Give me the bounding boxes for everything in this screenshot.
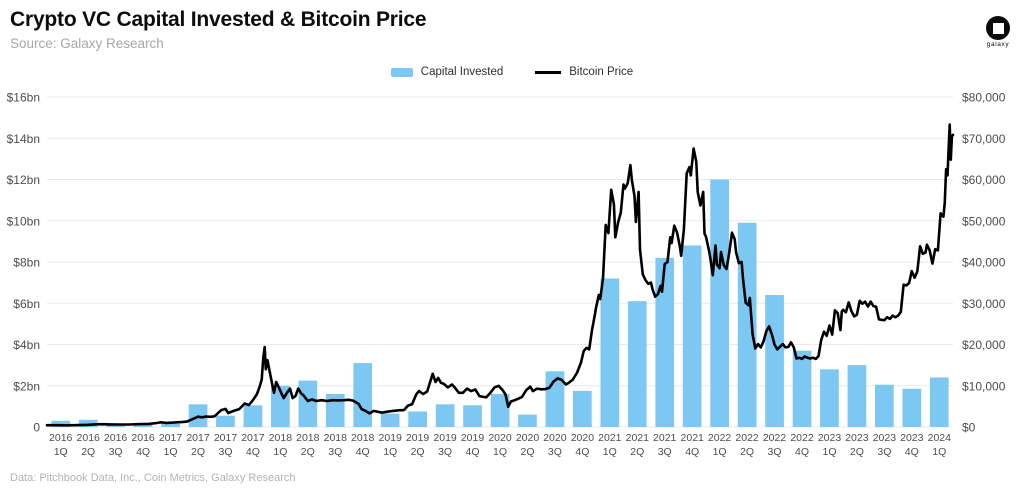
- left-axis-tick: 0: [33, 421, 40, 435]
- x-axis-tick: 2019 2Q: [406, 432, 430, 458]
- capital-invested-bar: [902, 388, 922, 427]
- source-label: Source: Galaxy Research: [10, 36, 164, 51]
- right-axis-tick: $50,000: [962, 214, 1006, 228]
- x-axis-tick: 2021 3Q: [653, 432, 677, 458]
- capital-invested-bar: [820, 369, 839, 427]
- capital-invested-swatch-icon: [390, 67, 413, 77]
- capital-invested-bar: [847, 365, 867, 427]
- capital-invested-bar: [655, 257, 675, 427]
- capital-invested-bar: [161, 423, 180, 427]
- left-axis-tick: $8bn: [13, 256, 40, 270]
- capital-invested-bar: [353, 363, 373, 427]
- x-axis-tick: 2016 3Q: [104, 432, 128, 458]
- page-title: Crypto VC Capital Invested & Bitcoin Pri…: [10, 8, 427, 31]
- chart-legend: Capital Invested Bitcoin Price: [0, 66, 1024, 78]
- capital-invested-bar: [600, 278, 620, 427]
- x-axis-tick: 2018 1Q: [269, 432, 293, 458]
- left-axis-tick: $2bn: [13, 379, 40, 393]
- capital-invested-bar: [573, 390, 592, 427]
- x-axis-tick: 2016 1Q: [49, 432, 73, 458]
- x-axis-tick: 2020 1Q: [488, 432, 512, 458]
- x-axis-tick: 2018 2Q: [296, 432, 320, 458]
- capital-invested-bar: [792, 350, 812, 427]
- x-axis-tick: 2020 3Q: [543, 432, 567, 458]
- x-axis-tick: 2022 1Q: [708, 432, 732, 458]
- legend-label-capital-invested: Capital Invested: [420, 66, 504, 78]
- x-axis-tick: 2021 4Q: [681, 432, 705, 458]
- capital-invested-bar: [737, 222, 757, 427]
- right-axis-tick: $30,000: [962, 297, 1006, 311]
- capital-invested-bar: [765, 295, 784, 427]
- x-axis-tick: 2017 1Q: [159, 432, 183, 458]
- capital-invested-bar: [78, 419, 98, 427]
- capital-invested-bar: [435, 404, 455, 427]
- capital-invested-bar: [490, 394, 510, 427]
- capital-invested-bar: [216, 415, 235, 427]
- x-axis-tick: 2018 3Q: [324, 432, 348, 458]
- x-axis-tick: 2022 2Q: [735, 432, 759, 458]
- x-axis-tick: 2017 3Q: [214, 432, 238, 458]
- x-axis-tick: 2021 2Q: [626, 432, 650, 458]
- capital-invested-bar: [875, 384, 894, 427]
- galaxy-logo-text: galaxy: [986, 41, 1010, 48]
- left-axis-tick: $4bn: [13, 338, 40, 352]
- x-axis-tick: 2021 1Q: [598, 432, 622, 458]
- left-axis-tick: $10bn: [7, 214, 40, 228]
- capital-invested-bar: [518, 414, 537, 427]
- left-axis-tick: $16bn: [7, 91, 40, 105]
- capital-invested-bar: [133, 424, 153, 427]
- capital-invested-bar: [325, 394, 345, 427]
- capital-invested-bar: [710, 179, 729, 427]
- x-axis-tick: 2019 4Q: [461, 432, 485, 458]
- galaxy-logo-icon: [986, 16, 1010, 40]
- x-axis-tick: 2024 1Q: [928, 432, 952, 458]
- x-axis-tick: 2022 4Q: [790, 432, 814, 458]
- legend-label-bitcoin-price: Bitcoin Price: [569, 66, 634, 78]
- left-axis-tick: $12bn: [7, 173, 40, 187]
- right-axis-tick: $60,000: [962, 173, 1006, 187]
- left-axis-tick: $6bn: [13, 297, 40, 311]
- x-axis-tick: 2018 4Q: [351, 432, 375, 458]
- x-axis-tick: 2023 2Q: [845, 432, 869, 458]
- capital-invested-bar: [298, 380, 318, 427]
- capital-invested-bar: [243, 405, 263, 427]
- x-axis-tick: 2023 3Q: [873, 432, 897, 458]
- capital-invested-bar: [380, 413, 400, 427]
- bitcoin-price-swatch-icon: [535, 70, 562, 74]
- x-axis-tick: 2019 1Q: [379, 432, 403, 458]
- right-axis-tick: $40,000: [962, 256, 1006, 270]
- x-axis-tick: 2016 4Q: [131, 432, 155, 458]
- galaxy-logo: galaxy: [982, 16, 1014, 48]
- right-axis-tick: $70,000: [962, 132, 1006, 146]
- x-axis-tick: 2016 2Q: [77, 432, 101, 458]
- x-axis-tick: 2020 4Q: [571, 432, 595, 458]
- data-attribution: Data: Pitchbook Data, Inc., Coin Metrics…: [10, 472, 296, 484]
- x-axis-tick: 2023 1Q: [818, 432, 842, 458]
- bitcoin-price-line: [45, 123, 955, 427]
- right-axis-tick: $10,000: [962, 379, 1006, 393]
- right-axis-tick: $0: [962, 421, 976, 435]
- capital-invested-bar: [682, 245, 702, 427]
- x-axis-tick: 2017 2Q: [186, 432, 210, 458]
- x-axis-tick: 2019 3Q: [433, 432, 457, 458]
- capital-invested-bar: [51, 420, 71, 427]
- capital-invested-bar: [929, 377, 949, 427]
- x-axis-tick: 2020 2Q: [516, 432, 540, 458]
- x-axis-tick: 2023 4Q: [900, 432, 924, 458]
- capital-invested-bar: [463, 405, 482, 427]
- x-axis-tick: 2017 4Q: [241, 432, 265, 458]
- right-axis-tick: $80,000: [962, 91, 1006, 105]
- capital-invested-bar: [408, 411, 427, 427]
- right-axis-tick: $20,000: [962, 338, 1006, 352]
- capital-invested-bar: [627, 301, 647, 427]
- x-axis-tick: 2022 3Q: [763, 432, 787, 458]
- left-axis-tick: $14bn: [7, 132, 40, 146]
